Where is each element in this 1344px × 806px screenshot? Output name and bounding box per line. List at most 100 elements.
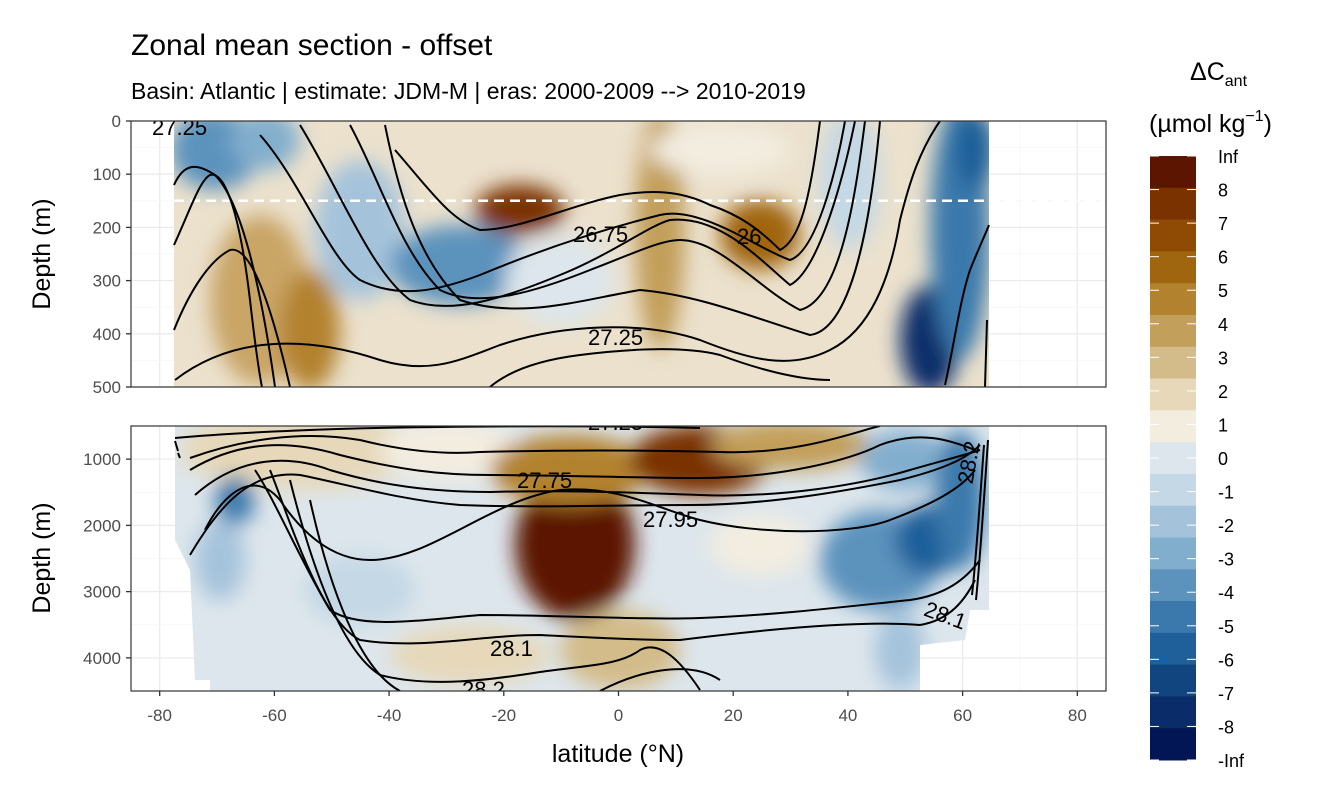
- colorbar-swatch: [1150, 346, 1196, 380]
- lower-panel: 27.25 27.75 27.95 28.1 28.2 28.1 28.2 10…: [83, 410, 1107, 702]
- upper-contour-labels: 27.25 26.75 26 27.25: [152, 115, 761, 350]
- legend-title-main: ΔC: [1190, 58, 1225, 86]
- field-blob: [955, 121, 989, 190]
- chart-title: Zonal mean section - offset: [131, 29, 493, 62]
- chart-subtitle: Basin: Atlantic | estimate: JDM-M | eras…: [131, 78, 806, 104]
- y-tick-label: 100: [93, 165, 121, 184]
- upper-contours: [173, 121, 990, 387]
- isopycnal-line: [189, 426, 881, 459]
- colorbar-label: -Inf: [1218, 751, 1245, 771]
- upper-panel: 27.25 26.75 26 27.25 0 100 200 300 400 500: [93, 112, 1107, 397]
- colorbar-swatch: [1150, 632, 1196, 666]
- contour-label: 27.25: [588, 325, 643, 350]
- x-axis-label: latitude (°N): [552, 740, 684, 768]
- field-blob: [305, 555, 415, 625]
- y-tick-label: 3000: [83, 583, 121, 602]
- legend-units: (µmol kg−1): [1149, 108, 1272, 138]
- field-blob: [515, 470, 635, 620]
- colorbar-swatch: [1150, 283, 1196, 316]
- colorbar-label: 4: [1218, 315, 1228, 335]
- isopycnal-line: [349, 121, 866, 311]
- colorbar-swatch: [1150, 473, 1196, 507]
- colorbar-swatch: [1150, 410, 1196, 443]
- isopycnal-line: [173, 248, 291, 387]
- isopycnal-line: [174, 121, 941, 381]
- colorbar-label: 3: [1218, 348, 1228, 368]
- isopycnal-line: [394, 121, 821, 251]
- legend-units-sup: −1: [1245, 108, 1263, 125]
- field-blob: [280, 270, 340, 387]
- contour-label: 28.2: [462, 677, 505, 702]
- field-blob: [710, 426, 870, 470]
- colorbar-swatch: [1150, 505, 1196, 538]
- field-blob: [230, 121, 300, 170]
- isopycnal-line: [173, 165, 276, 387]
- field-blob: [710, 515, 810, 575]
- isopycnal-line: [173, 173, 263, 387]
- y-tick-label: 4000: [83, 649, 121, 668]
- y-tick-label: 300: [93, 272, 121, 291]
- contour-label: 27.25: [588, 410, 643, 435]
- colorbar-label: 5: [1218, 281, 1228, 301]
- legend-units-suffix: ): [1264, 110, 1272, 138]
- colorbar-label: -7: [1218, 684, 1234, 704]
- isopycnal-line: [174, 440, 181, 459]
- field-blob: [390, 225, 530, 305]
- field-blob: [635, 121, 685, 350]
- colorbar-swatch: [1150, 664, 1196, 697]
- colorbar-swatch: [1150, 156, 1196, 189]
- x-tick-label: 60: [953, 706, 972, 725]
- isopycnal-line: [384, 121, 881, 336]
- field-blob: [215, 475, 255, 525]
- field-blob: [650, 125, 790, 175]
- y-tick-label: 400: [93, 325, 121, 344]
- isopycnal-line: [971, 439, 989, 601]
- contour-label: 28.1: [490, 636, 533, 661]
- colorbar-label: 0: [1218, 449, 1228, 469]
- isopycnal-line: [189, 436, 976, 479]
- colorbar-swatch: [1150, 537, 1196, 570]
- colorbar-swatch: [1150, 314, 1196, 348]
- x-tick-label: 40: [838, 706, 857, 725]
- x-tick-label: 0: [614, 706, 623, 725]
- y-axis-label-lower: Depth (m): [28, 502, 56, 613]
- isopycnal-line: [309, 499, 401, 691]
- colorbar-label: -6: [1218, 650, 1234, 670]
- y-tick-label: 0: [112, 112, 121, 131]
- x-tick-label: 80: [1068, 706, 1087, 725]
- x-tick-label: -20: [492, 706, 517, 725]
- colorbar-label: -5: [1218, 617, 1234, 637]
- lower-contours: [174, 426, 989, 691]
- lower-contour-labels: 27.25 27.75 27.95 28.1 28.2 28.1 28.2: [462, 410, 985, 702]
- colorbar-label: -1: [1218, 483, 1234, 503]
- contour-label: 27.25: [152, 115, 207, 140]
- field-blob: [875, 610, 925, 690]
- colorbar-label: 6: [1218, 248, 1228, 268]
- y-tick-label: 500: [93, 378, 121, 397]
- contour-label: 27.95: [643, 507, 698, 532]
- colorbar-swatch: [1150, 728, 1196, 761]
- field-blob: [475, 185, 565, 235]
- colorbar-legend: ΔCant (µmol kg−1) Inf 8 7 6 5 4 3 2 1 0 -1 -2 -3 -4 -5…: [1149, 58, 1272, 771]
- y-axis-label-upper: Depth (m): [28, 198, 56, 309]
- isopycnal-line: [289, 479, 701, 691]
- isopycnal-line: [489, 348, 831, 387]
- field-blob: [490, 435, 650, 505]
- colorbar-label: -4: [1218, 583, 1234, 603]
- legend-units-prefix: (µmol kg: [1149, 110, 1245, 138]
- y-tick-label: 2000: [83, 516, 121, 535]
- isopycnal-line: [174, 426, 701, 439]
- colorbar-label: -3: [1218, 550, 1234, 570]
- isopycnal-line: [984, 319, 988, 387]
- upper-y-axis: 0 100 200 300 400 500: [93, 112, 131, 397]
- y-tick-label: 200: [93, 218, 121, 237]
- isopycnal-line: [259, 121, 846, 293]
- isopycnal-line: [299, 121, 856, 307]
- colorbar-label: 8: [1218, 181, 1228, 201]
- colorbar-label: -2: [1218, 516, 1234, 536]
- contour-label: 26.75: [573, 222, 628, 247]
- isopycnal-line: [944, 224, 990, 386]
- colorbar-label: 2: [1218, 382, 1228, 402]
- colorbar-label: Inf: [1218, 147, 1239, 167]
